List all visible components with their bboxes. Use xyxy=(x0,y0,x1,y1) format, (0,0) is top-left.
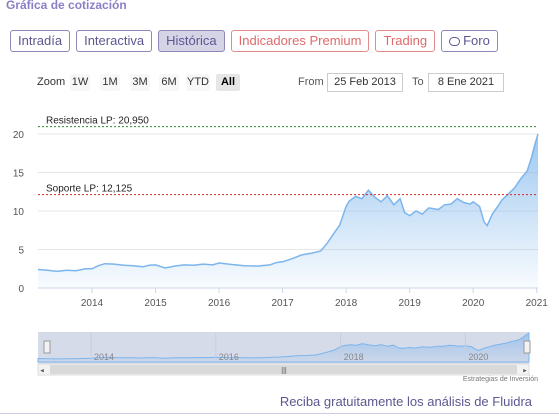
y-tick-label: 20 xyxy=(13,130,25,141)
price-line xyxy=(37,133,539,273)
x-axis: 2014 2015 2016 2017 2018 2019 2020 2021 xyxy=(81,288,548,309)
range-from-input[interactable]: 25 Feb 2013 xyxy=(327,73,403,92)
zoom-1m-button[interactable]: 1M xyxy=(100,74,120,91)
chart-section-title: Gráfica de cotización xyxy=(6,0,127,12)
price-area xyxy=(38,134,538,288)
y-tick-label: 10 xyxy=(13,207,25,218)
annotation-label: Resistencia LP: 20,950 xyxy=(46,116,149,127)
promo-link[interactable]: Reciba gratuitamente los análisis de Flu… xyxy=(279,394,532,409)
chart-annotations: Resistencia LP: 20,950 Soporte LP: 12,125 xyxy=(38,116,538,196)
tab-historica[interactable]: Histórica xyxy=(158,30,225,52)
scrollbar-grip-icon: ||| xyxy=(281,368,287,375)
annotation-label: Soporte LP: 12,125 xyxy=(46,184,133,195)
range-to-input[interactable]: 8 Ene 2021 xyxy=(428,73,504,92)
speech-bubble-icon xyxy=(449,37,461,46)
tab-indicadores-premium[interactable]: Indicadores Premium xyxy=(230,30,370,52)
range-from-label: From xyxy=(298,76,324,88)
tab-intradia[interactable]: Intradía xyxy=(10,30,71,52)
zoom-ytd-button[interactable]: YTD xyxy=(186,74,210,91)
x-tick-label: 2021 xyxy=(526,298,549,309)
navigator-label: 2018 xyxy=(344,352,364,362)
x-tick-label: 2016 xyxy=(208,298,231,309)
y-tick-label: 15 xyxy=(13,169,25,180)
x-tick-label: 2020 xyxy=(462,298,485,309)
tab-foro-label: Foro xyxy=(463,33,490,48)
tab-trading[interactable]: Trading xyxy=(375,30,436,52)
zoom-1w-button[interactable]: 1W xyxy=(70,74,90,91)
navigator-label: 2016 xyxy=(219,352,239,362)
navigator-scrollbar-thumb[interactable] xyxy=(50,365,517,374)
x-tick-label: 2014 xyxy=(81,298,104,309)
navigator-right-handle[interactable] xyxy=(523,340,531,354)
divider xyxy=(0,413,559,414)
scroll-left-arrow-icon[interactable]: ◂ xyxy=(40,368,44,375)
y-axis: 0 5 10 15 20 xyxy=(13,130,25,295)
x-tick-label: 2018 xyxy=(335,298,358,309)
x-tick-label: 2017 xyxy=(271,298,294,309)
navigator-labels: 2014 2016 2018 2020 xyxy=(90,333,488,362)
navigator-label: 2020 xyxy=(468,352,488,362)
chart-tabs: Intradía Interactiva Histórica Indicador… xyxy=(10,30,498,52)
y-tick-label: 5 xyxy=(18,246,24,257)
navigator[interactable]: 2014 2016 2018 2020 ||| ◂ ▸ xyxy=(37,332,531,376)
zoom-3m-button[interactable]: 3M xyxy=(130,74,150,91)
x-tick-label: 2019 xyxy=(399,298,422,309)
navigator-series xyxy=(37,332,530,363)
range-to-label: To xyxy=(412,76,424,88)
navigator-label: 2014 xyxy=(94,352,114,362)
scroll-right-arrow-icon[interactable]: ▸ xyxy=(523,368,527,375)
chart-credit: Estrategias de Inversión xyxy=(462,376,538,383)
zoom-all-button[interactable]: All xyxy=(216,74,240,91)
navigator-left-handle[interactable] xyxy=(43,340,51,354)
zoom-label: Zoom xyxy=(37,76,66,88)
x-tick-label: 2015 xyxy=(144,298,167,309)
zoom-6m-button[interactable]: 6M xyxy=(159,74,179,91)
tab-interactiva[interactable]: Interactiva xyxy=(76,30,153,52)
y-tick-label: 0 xyxy=(18,284,24,295)
tab-foro[interactable]: Foro xyxy=(441,30,498,52)
